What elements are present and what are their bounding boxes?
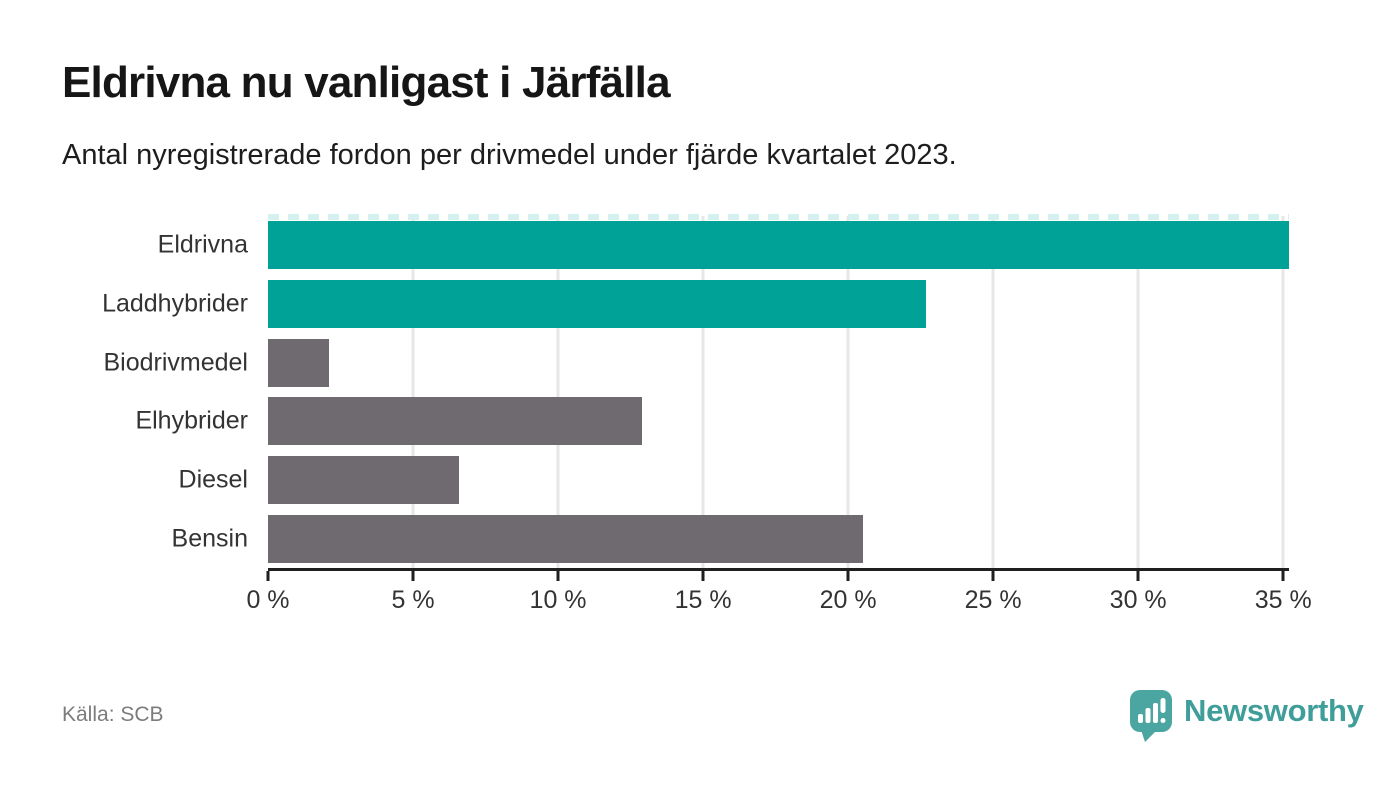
bar-bensin [268, 514, 863, 563]
gridline-10 [556, 216, 560, 568]
x-tick-0 [266, 571, 270, 581]
axis-max-cutoff-dashed-line [268, 214, 1289, 220]
chart-title: Eldrivna nu vanligast i Järfälla [62, 58, 671, 107]
gridline-20 [846, 216, 850, 568]
x-tick-label-25: 25 % [964, 586, 1022, 614]
gridline-25 [991, 216, 995, 568]
category-axis-labels: Eldrivna Laddhybrider Biodrivmedel Elhybrid… [0, 216, 248, 568]
category-label-biodrivmedel: Biodrivmedel [103, 348, 248, 377]
x-tick-5 [411, 571, 415, 581]
x-axis-line [268, 568, 1289, 571]
category-label-bensin: Bensin [171, 524, 248, 553]
gridline-5 [411, 216, 415, 568]
category-label-diesel: Diesel [178, 465, 248, 494]
x-tick-label-0: 0 % [246, 586, 290, 614]
x-tick-label-35: 35 % [1254, 586, 1312, 614]
gridline-15 [701, 216, 705, 568]
newsworthy-wordmark: Newsworthy [1184, 693, 1364, 728]
gridline-30 [1136, 216, 1140, 568]
x-tick-label-15: 15 % [674, 586, 732, 614]
x-tick-25 [991, 571, 995, 581]
category-label-elhybrider: Elhybrider [135, 406, 248, 435]
bar-laddhybrider [268, 280, 927, 328]
x-tick-label-20: 20 % [819, 586, 877, 614]
x-tick-20 [846, 571, 850, 581]
x-tick-30 [1136, 571, 1140, 581]
bar-biodrivmedel [268, 338, 329, 387]
chart-subtitle: Antal nyregistrerade fordon per drivmede… [62, 139, 957, 171]
newsworthy-logo: Newsworthy [1128, 689, 1364, 743]
gridline-35 [1281, 216, 1285, 568]
x-axis: 0 % 5 % 10 % 15 % 20 % 25 % 30 % 35 % [246, 568, 1312, 628]
bar-eldrivna [268, 221, 1289, 270]
bar-diesel [268, 456, 460, 504]
bar-elhybrider [268, 397, 643, 446]
x-tick-10 [556, 571, 560, 581]
category-label-laddhybrider: Laddhybrider [102, 289, 248, 318]
source-note: Källa: SCB [62, 703, 164, 726]
newsworthy-icon [1130, 690, 1172, 742]
x-tick-label-5: 5 % [391, 586, 435, 614]
category-label-eldrivna: Eldrivna [157, 230, 248, 259]
x-tick-15 [701, 571, 705, 581]
x-tick-label-30: 30 % [1109, 586, 1167, 614]
x-tick-35 [1281, 571, 1285, 581]
x-tick-label-10: 10 % [529, 586, 587, 614]
plot-area [268, 214, 1289, 568]
